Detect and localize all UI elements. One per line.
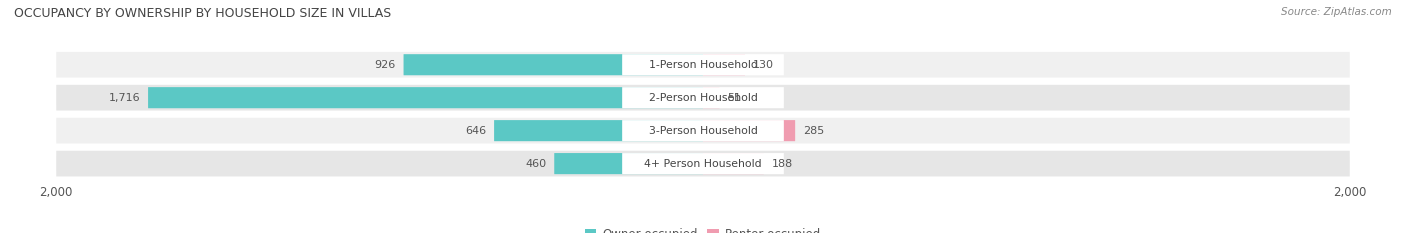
Text: 285: 285 bbox=[803, 126, 824, 136]
Text: 130: 130 bbox=[754, 60, 775, 70]
FancyBboxPatch shape bbox=[703, 54, 745, 75]
Text: 3-Person Household: 3-Person Household bbox=[648, 126, 758, 136]
FancyBboxPatch shape bbox=[703, 120, 796, 141]
Text: Source: ZipAtlas.com: Source: ZipAtlas.com bbox=[1281, 7, 1392, 17]
FancyBboxPatch shape bbox=[554, 153, 703, 174]
Legend: Owner-occupied, Renter-occupied: Owner-occupied, Renter-occupied bbox=[579, 224, 827, 233]
FancyBboxPatch shape bbox=[621, 54, 785, 75]
Text: 460: 460 bbox=[524, 159, 546, 169]
Text: 2-Person Household: 2-Person Household bbox=[648, 93, 758, 103]
Text: 926: 926 bbox=[374, 60, 395, 70]
Text: 4+ Person Household: 4+ Person Household bbox=[644, 159, 762, 169]
Text: 1-Person Household: 1-Person Household bbox=[648, 60, 758, 70]
Text: 188: 188 bbox=[772, 159, 793, 169]
FancyBboxPatch shape bbox=[703, 153, 763, 174]
Text: OCCUPANCY BY OWNERSHIP BY HOUSEHOLD SIZE IN VILLAS: OCCUPANCY BY OWNERSHIP BY HOUSEHOLD SIZE… bbox=[14, 7, 391, 20]
FancyBboxPatch shape bbox=[621, 120, 785, 141]
FancyBboxPatch shape bbox=[621, 87, 785, 108]
Text: 646: 646 bbox=[465, 126, 486, 136]
FancyBboxPatch shape bbox=[56, 151, 1350, 176]
FancyBboxPatch shape bbox=[494, 120, 703, 141]
FancyBboxPatch shape bbox=[148, 87, 703, 108]
FancyBboxPatch shape bbox=[404, 54, 703, 75]
FancyBboxPatch shape bbox=[621, 153, 785, 174]
FancyBboxPatch shape bbox=[56, 85, 1350, 110]
Text: 1,716: 1,716 bbox=[108, 93, 141, 103]
FancyBboxPatch shape bbox=[56, 52, 1350, 78]
Text: 51: 51 bbox=[727, 93, 741, 103]
FancyBboxPatch shape bbox=[56, 118, 1350, 144]
FancyBboxPatch shape bbox=[703, 87, 720, 108]
